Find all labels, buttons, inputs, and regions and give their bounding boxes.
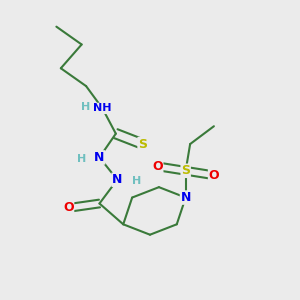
Text: N: N bbox=[94, 151, 105, 164]
Text: H: H bbox=[77, 154, 86, 164]
Text: S: S bbox=[138, 138, 147, 151]
Text: NH: NH bbox=[93, 103, 112, 113]
Text: O: O bbox=[152, 160, 163, 173]
Text: H: H bbox=[132, 176, 141, 186]
Text: N: N bbox=[112, 173, 122, 186]
Text: O: O bbox=[208, 169, 219, 182]
Text: O: O bbox=[63, 202, 74, 214]
Text: S: S bbox=[181, 164, 190, 177]
Text: N: N bbox=[181, 191, 191, 204]
Text: H: H bbox=[82, 102, 91, 112]
